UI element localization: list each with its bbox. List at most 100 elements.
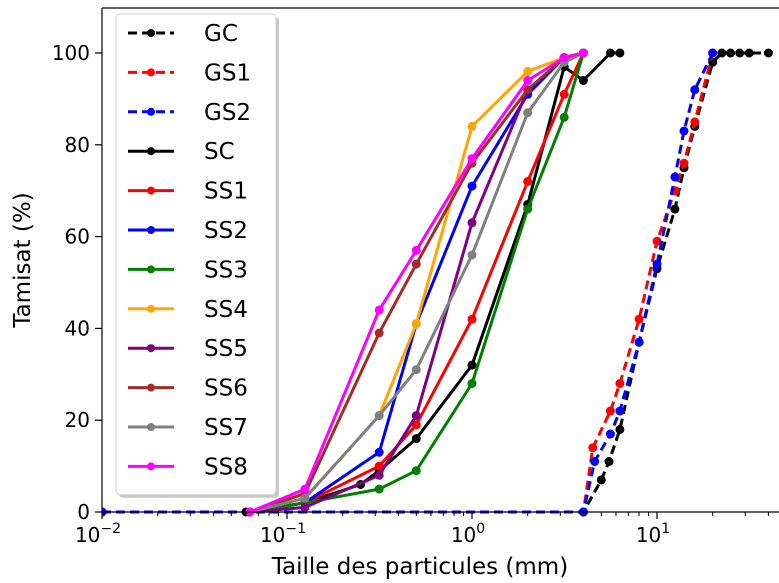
legend-marker <box>147 265 155 274</box>
data-point <box>726 48 736 58</box>
data-point <box>605 48 615 58</box>
data-point <box>615 379 625 388</box>
data-point <box>467 181 477 191</box>
data-point <box>374 470 384 480</box>
data-point <box>744 48 754 58</box>
x-tick-label: 10−2 <box>75 521 121 547</box>
data-point <box>559 89 569 99</box>
series-line-ss1 <box>249 52 585 514</box>
data-point <box>300 502 310 512</box>
y-axis-label: Tamisat (%) <box>10 192 36 328</box>
data-point <box>411 259 421 269</box>
legend-marker <box>147 147 155 156</box>
series-layer <box>102 48 773 517</box>
x-axis-label: Taille des particules (mm) <box>271 554 568 580</box>
data-point <box>735 48 745 58</box>
legend: GC GS1 GS2 SC SS1 SS2 SS3 SS4 SS5 SS6 SS7 SS8 <box>115 13 279 498</box>
legend-label-ss1: SS1 <box>204 179 248 205</box>
data-point <box>596 475 606 485</box>
data-point <box>670 204 680 214</box>
data-point <box>578 76 588 85</box>
legend-label-ss6: SS6 <box>204 376 248 402</box>
data-point <box>523 85 533 95</box>
x-tick-label: 10−1 <box>260 521 306 547</box>
data-point <box>604 457 614 466</box>
data-point <box>467 314 477 324</box>
legend-label-ss4: SS4 <box>204 297 248 323</box>
data-point <box>717 48 727 58</box>
x-tick-label: 101 <box>636 521 670 547</box>
data-point <box>300 493 310 503</box>
data-point <box>467 154 477 164</box>
data-point <box>523 76 533 85</box>
ticks-layer: 10−2 10−1 100 101 0 20 40 60 80 100 <box>52 41 769 547</box>
legend-label-ss2: SS2 <box>204 218 248 244</box>
data-point <box>708 48 718 58</box>
data-point <box>615 406 625 416</box>
data-point <box>467 360 477 370</box>
data-point <box>411 466 421 476</box>
data-point <box>559 112 569 122</box>
legend-label-ss3: SS3 <box>204 257 248 283</box>
data-point <box>374 411 384 421</box>
legend-marker <box>147 226 155 234</box>
legend-marker <box>147 462 155 471</box>
data-point <box>374 447 384 457</box>
data-point <box>374 484 384 494</box>
data-point <box>615 424 625 434</box>
series-line-gc <box>102 51 769 514</box>
legend-label-ss7: SS7 <box>204 415 248 441</box>
data-point <box>467 250 477 260</box>
data-point <box>679 158 689 168</box>
y-tick-label: 0 <box>77 500 90 524</box>
data-point <box>467 379 477 388</box>
x-tick-label: 100 <box>451 521 485 547</box>
data-point <box>467 121 477 131</box>
legend-marker <box>147 29 155 37</box>
legend-label-sc: SC <box>204 139 235 165</box>
legend-label-gs2: GS2 <box>204 100 251 126</box>
legend-label-gc: GC <box>204 21 238 47</box>
data-point <box>690 85 700 95</box>
data-point <box>523 177 533 186</box>
y-tick-label: 60 <box>65 225 90 249</box>
legend-marker <box>147 186 155 195</box>
data-point <box>467 218 477 228</box>
data-point <box>634 314 644 324</box>
series-line-gs1 <box>102 52 715 514</box>
y-tick-label: 100 <box>52 41 90 65</box>
data-point <box>300 484 310 494</box>
y-tick-label: 80 <box>65 133 90 157</box>
data-point <box>634 337 644 347</box>
data-point <box>411 319 421 329</box>
data-point <box>588 443 598 453</box>
data-point <box>411 365 421 375</box>
data-point <box>411 434 421 444</box>
legend-marker <box>147 304 155 313</box>
data-point <box>670 172 680 182</box>
data-point <box>523 66 533 76</box>
data-point <box>559 53 569 63</box>
legend-label-ss5: SS5 <box>204 336 248 362</box>
y-tick-label: 20 <box>65 408 90 432</box>
data-point <box>578 48 588 58</box>
data-point <box>523 108 533 118</box>
axes-layer <box>101 7 779 513</box>
data-point <box>615 48 625 58</box>
data-point <box>763 48 773 58</box>
legend-marker <box>147 383 155 392</box>
data-point <box>652 259 662 269</box>
y-tick-label: 40 <box>65 316 90 340</box>
legend-label-gs1: GS1 <box>204 60 251 86</box>
legend-marker <box>147 107 155 116</box>
legend-marker <box>147 423 155 431</box>
legend-label-ss8: SS8 <box>204 454 248 480</box>
legend-marker <box>147 68 155 77</box>
series-line-ss8 <box>249 51 584 514</box>
data-point <box>411 245 421 255</box>
data-point <box>679 126 689 136</box>
data-point <box>523 204 533 214</box>
data-point <box>590 457 600 466</box>
data-point <box>605 429 615 439</box>
